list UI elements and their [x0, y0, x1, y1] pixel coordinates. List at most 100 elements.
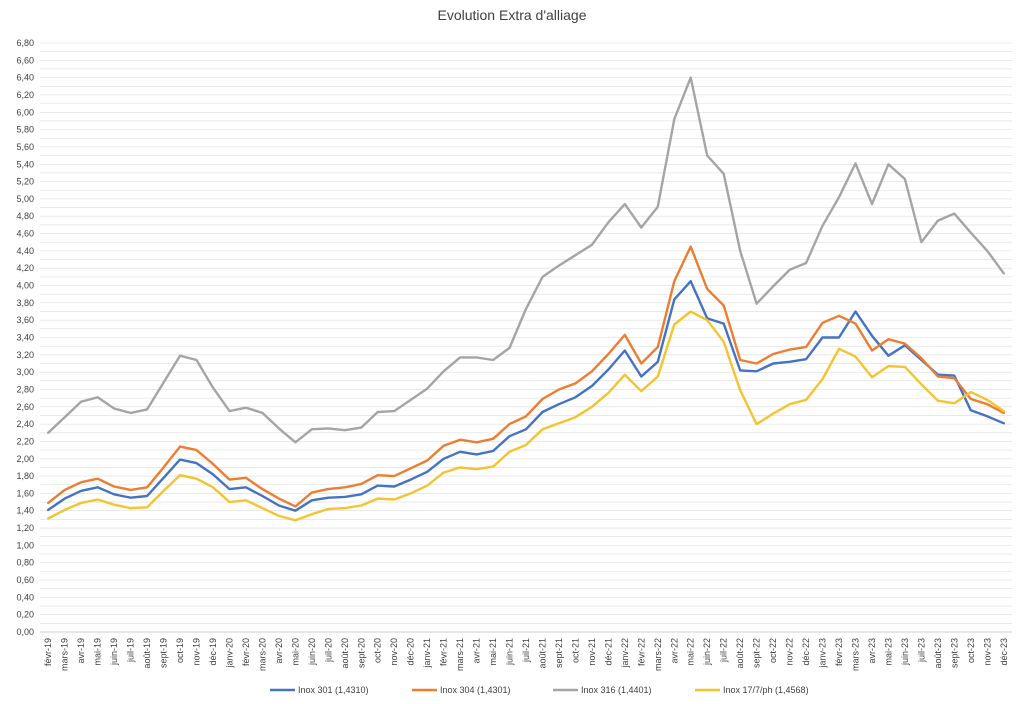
- x-tick-label: mars-22: [653, 638, 663, 671]
- x-tick-label: juil-19: [126, 638, 136, 663]
- x-tick-label: mai-23: [883, 638, 893, 666]
- y-tick-label: 5,00: [16, 194, 34, 204]
- x-tick-label: juil-23: [916, 638, 926, 663]
- x-tick-label: oct-21: [570, 638, 580, 663]
- x-tick-label: oct-20: [373, 638, 383, 663]
- x-tick-label: janv-23: [818, 638, 828, 669]
- y-tick-label: 3,40: [16, 333, 34, 343]
- x-tick-label: sept-20: [356, 638, 366, 668]
- x-tick-label: sept-19: [159, 638, 169, 668]
- x-tick-label: avr-21: [472, 638, 482, 664]
- y-tick-label: 1,00: [16, 540, 34, 550]
- y-axis: 0,00 0,20 0,40 0,60 0,80 1,00 1,20 1,40 1,60 1,80…: [16, 38, 34, 637]
- x-tick-label: nov-21: [587, 638, 597, 666]
- x-tick-label: mai-21: [488, 638, 498, 666]
- x-tick-label: déc-22: [801, 638, 811, 666]
- x-tick-label: août-21: [537, 638, 547, 669]
- x-tick-label: mars-19: [60, 638, 70, 671]
- y-tick-label: 2,40: [16, 419, 34, 429]
- x-tick-label: sept-21: [554, 638, 564, 668]
- y-tick-label: 5,40: [16, 159, 34, 169]
- y-tick-label: 6,60: [16, 55, 34, 65]
- legend-label-3: Inox 316 (1,4401): [581, 685, 652, 695]
- x-tick-label: juil-21: [521, 638, 531, 663]
- y-tick-label: 1,40: [16, 506, 34, 516]
- y-tick-label: 1,20: [16, 523, 34, 533]
- x-tick-label: juin-21: [505, 638, 515, 666]
- x-tick-label: déc-21: [603, 638, 613, 666]
- series-line-4: [47, 310, 1005, 522]
- x-tick-label: juin-23: [900, 638, 910, 666]
- y-tick-label: 0,00: [16, 627, 34, 637]
- x-tick-label: sept-22: [752, 638, 762, 668]
- series-line-1: [47, 280, 1005, 512]
- x-tick-label: févr-23: [834, 638, 844, 666]
- x-tick-label: nov-20: [389, 638, 399, 666]
- legend-label-4: Inox 17/7/ph (1,4568): [723, 685, 809, 695]
- x-tick-label: juin-22: [702, 638, 712, 666]
- y-tick-label: 5,20: [16, 177, 34, 187]
- x-tick-label: avr-19: [76, 638, 86, 664]
- y-tick-label: 6,40: [16, 73, 34, 83]
- y-tick-label: 6,80: [16, 38, 34, 48]
- x-tick-label: avr-23: [867, 638, 877, 664]
- legend-label-1: Inox 301 (1,4310): [298, 685, 369, 695]
- y-tick-label: 4,80: [16, 211, 34, 221]
- x-tick-label: nov-23: [982, 638, 992, 666]
- y-tick-label: 6,00: [16, 107, 34, 117]
- y-tick-label: 5,60: [16, 142, 34, 152]
- x-tick-label: juin-19: [109, 638, 119, 666]
- y-tick-label: 0,80: [16, 558, 34, 568]
- y-tick-label: 5,80: [16, 125, 34, 135]
- x-tick-label: juil-20: [323, 638, 333, 663]
- x-tick-label: févr-20: [241, 638, 251, 666]
- x-tick-label: oct-19: [175, 638, 185, 663]
- legend: Inox 301 (1,4310) Inox 304 (1,4301) Inox 3…: [270, 685, 809, 695]
- x-tick-label: févr-21: [439, 638, 449, 666]
- x-tick-label: oct-22: [768, 638, 778, 663]
- x-tick-label: juil-22: [719, 638, 729, 663]
- series-line-2: [47, 245, 1005, 508]
- x-tick-label: janv-20: [224, 638, 234, 669]
- x-tick-label: mai-22: [686, 638, 696, 666]
- x-tick-label: août-20: [340, 638, 350, 669]
- x-tick-label: juin-20: [307, 638, 317, 666]
- y-tick-label: 2,20: [16, 436, 34, 446]
- x-tick-label: oct-23: [966, 638, 976, 663]
- x-tick-label: janv-22: [620, 638, 630, 669]
- y-tick-label: 0,60: [16, 575, 34, 585]
- x-tick-label: févr-22: [636, 638, 646, 666]
- y-tick-label: 4,20: [16, 263, 34, 273]
- x-tick-label: août-22: [735, 638, 745, 669]
- x-tick-label: déc-19: [208, 638, 218, 666]
- chart-title: Evolution Extra d'alliage: [438, 7, 587, 23]
- series-line-3: [47, 76, 1005, 444]
- x-tick-label: nov-19: [192, 638, 202, 666]
- y-tick-label: 3,60: [16, 315, 34, 325]
- y-tick-label: 6,20: [16, 90, 34, 100]
- y-tick-label: 1,60: [16, 488, 34, 498]
- x-tick-label: janv-21: [422, 638, 432, 669]
- x-tick-label: août-19: [142, 638, 152, 669]
- x-tick-label: sept-23: [949, 638, 959, 668]
- y-tick-label: 3,80: [16, 298, 34, 308]
- x-tick-label: déc-23: [999, 638, 1009, 666]
- y-tick-label: 2,00: [16, 454, 34, 464]
- y-tick-label: 1,80: [16, 471, 34, 481]
- x-tick-label: nov-22: [785, 638, 795, 666]
- y-tick-label: 4,00: [16, 281, 34, 291]
- gridlines: [40, 42, 1012, 633]
- x-tick-label: août-23: [933, 638, 943, 669]
- y-tick-label: 2,60: [16, 402, 34, 412]
- x-tick-label: avr-22: [669, 638, 679, 664]
- x-tick-label: mars-21: [455, 638, 465, 671]
- y-tick-label: 2,80: [16, 384, 34, 394]
- y-tick-label: 4,60: [16, 229, 34, 239]
- y-tick-label: 3,00: [16, 367, 34, 377]
- y-tick-label: 4,40: [16, 246, 34, 256]
- legend-label-2: Inox 304 (1,4301): [440, 685, 511, 695]
- x-tick-label: mars-23: [850, 638, 860, 671]
- x-tick-label: mars-20: [257, 638, 267, 671]
- y-tick-label: 0,20: [16, 610, 34, 620]
